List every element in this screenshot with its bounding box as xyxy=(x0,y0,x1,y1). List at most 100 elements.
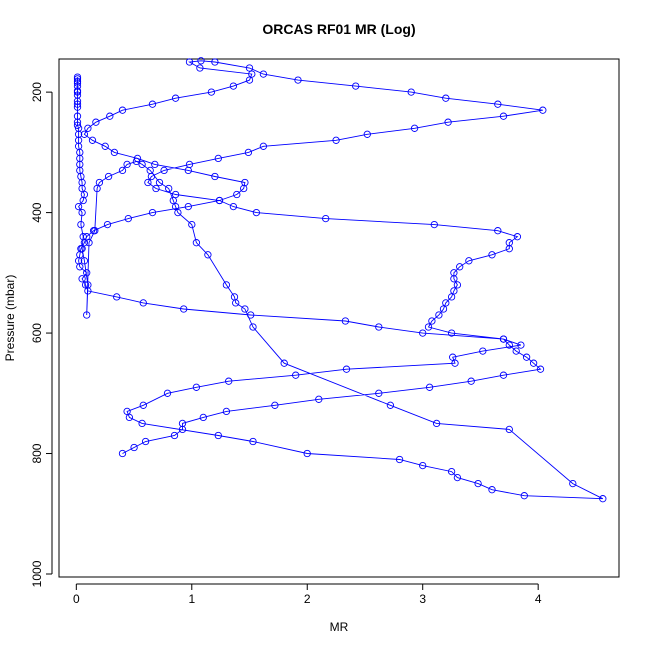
data-point xyxy=(494,227,502,235)
data-point xyxy=(174,208,182,217)
data-point xyxy=(450,275,458,283)
data-point xyxy=(211,58,219,66)
y-tick-label: 600 xyxy=(30,323,44,343)
data-point xyxy=(207,88,216,96)
data-point xyxy=(442,94,450,102)
data-point xyxy=(73,75,82,83)
data-point xyxy=(315,395,323,403)
data-point xyxy=(569,479,577,488)
data-point xyxy=(375,389,383,397)
x-tick-label: 0 xyxy=(73,592,80,606)
data-point xyxy=(465,257,473,265)
data-point xyxy=(139,401,147,409)
data-point xyxy=(113,293,121,301)
data-point xyxy=(294,76,302,84)
data-point xyxy=(77,245,85,253)
data-point xyxy=(424,323,433,331)
data-point xyxy=(196,64,204,72)
data-point xyxy=(185,58,194,66)
data-point xyxy=(499,371,508,379)
data-point xyxy=(517,341,525,349)
data-point xyxy=(214,154,222,163)
data-point xyxy=(447,293,456,301)
data-point xyxy=(163,389,172,397)
y-tick-label: 400 xyxy=(30,202,44,222)
data-point xyxy=(81,281,90,289)
x-tick-label: 1 xyxy=(188,592,195,606)
data-point xyxy=(341,317,350,325)
data-point xyxy=(375,323,383,331)
data-point xyxy=(192,383,201,391)
data-point xyxy=(407,88,415,96)
data-point xyxy=(78,275,86,283)
data-point xyxy=(73,88,82,96)
data-point xyxy=(479,347,487,355)
data-point xyxy=(259,142,268,150)
data-point xyxy=(249,323,257,331)
data-point xyxy=(432,419,441,428)
data-point xyxy=(180,305,188,313)
data-point xyxy=(74,202,83,211)
data-point xyxy=(430,220,438,229)
data-point xyxy=(444,118,452,126)
data-point xyxy=(259,70,268,78)
data-point xyxy=(232,299,240,307)
data-point xyxy=(241,178,249,187)
data-point xyxy=(599,495,607,503)
data-point xyxy=(144,178,152,187)
data-point xyxy=(229,202,238,211)
data-point xyxy=(245,64,254,72)
data-point xyxy=(428,317,436,325)
data-point xyxy=(505,341,513,349)
data-point xyxy=(103,220,112,229)
data-point xyxy=(123,407,131,416)
data-point xyxy=(539,106,547,114)
data-point xyxy=(248,70,256,78)
data-point xyxy=(512,347,520,355)
data-point xyxy=(244,148,253,157)
data-point xyxy=(77,220,85,229)
data-point xyxy=(118,449,127,458)
data-point xyxy=(148,100,157,108)
data-point xyxy=(80,130,89,138)
x-tick-label: 4 xyxy=(535,592,542,606)
x-axis: 0 1 2 3 4 xyxy=(73,583,542,606)
data-point xyxy=(386,401,395,409)
data-point xyxy=(252,208,261,217)
data-point xyxy=(78,208,86,217)
data-point xyxy=(138,419,146,428)
data-point xyxy=(499,335,508,343)
plot-frame xyxy=(58,58,620,578)
data-point xyxy=(199,413,207,422)
data-point xyxy=(130,443,138,452)
data-point xyxy=(222,407,231,416)
data-point xyxy=(229,82,238,90)
data-point xyxy=(132,157,141,166)
data-point xyxy=(185,160,194,169)
data-point xyxy=(171,190,180,199)
data-point xyxy=(513,233,522,241)
data-point xyxy=(488,251,496,259)
data-point xyxy=(106,112,114,120)
data-point xyxy=(184,202,192,211)
data-point xyxy=(83,233,91,241)
data-point xyxy=(222,281,231,289)
data-point xyxy=(73,103,82,111)
data-point xyxy=(197,57,205,65)
data-point xyxy=(363,130,371,138)
data-point xyxy=(118,166,127,175)
data-point xyxy=(88,136,97,144)
data-point xyxy=(419,329,427,337)
data-point xyxy=(247,311,255,319)
x-axis-label: MR xyxy=(330,620,349,634)
data-point xyxy=(73,121,82,129)
data-point xyxy=(225,377,233,385)
data-point xyxy=(520,492,528,500)
data-point xyxy=(395,455,404,464)
data-point xyxy=(104,172,113,181)
data-point xyxy=(138,160,146,169)
data-point xyxy=(488,486,496,494)
data-point xyxy=(155,178,164,187)
data-point xyxy=(449,353,457,361)
data-point xyxy=(322,214,330,223)
